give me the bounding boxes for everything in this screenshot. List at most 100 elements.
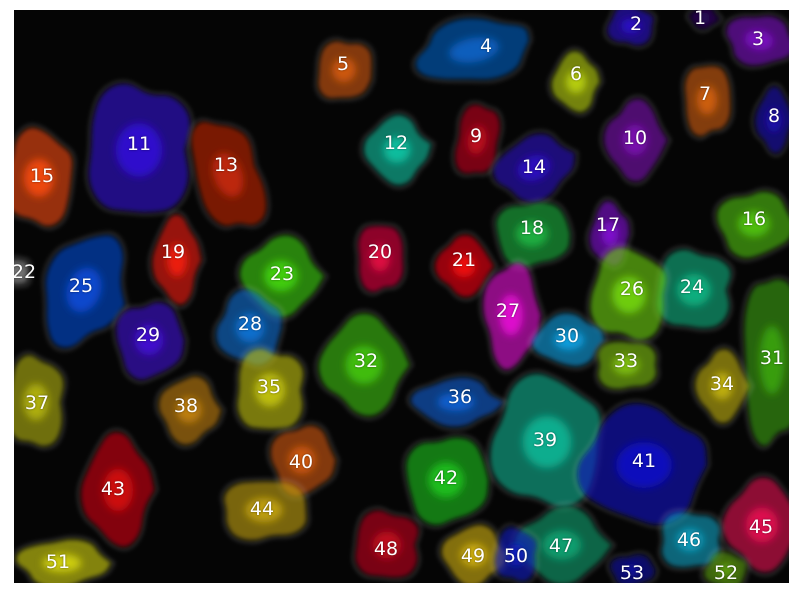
cell-nucleus: [166, 243, 188, 277]
cell-membrane-outline: [352, 507, 422, 581]
cell-membrane-outline: [220, 478, 310, 544]
cell-label-11: 11: [126, 133, 152, 155]
cell-31: [740, 276, 789, 450]
cell-22: [14, 255, 32, 288]
cell-nucleus: [696, 85, 718, 115]
cell-label-32: 32: [353, 350, 379, 372]
cell-nucleus: [759, 325, 785, 395]
cell-53: [607, 551, 659, 583]
cell-40: [267, 422, 340, 500]
cell-nucleus: [553, 330, 585, 350]
cell-membrane-outline: [491, 523, 540, 583]
cell-20: [355, 222, 407, 295]
cell-masks: [14, 10, 789, 583]
cell-label-5: 5: [336, 53, 350, 75]
cell-nucleus: [212, 153, 244, 197]
cell-5: [314, 37, 376, 102]
cell-41: [574, 400, 710, 528]
cell-3: [723, 12, 789, 69]
cell-membrane-outline: [407, 373, 508, 431]
cell-nucleus: [601, 221, 619, 247]
cell-nucleus: [383, 137, 411, 163]
cell-label-29: 29: [135, 324, 161, 346]
cell-label-20: 20: [367, 241, 393, 263]
cell-nucleus: [245, 497, 283, 523]
cell-membrane-outline: [314, 309, 414, 420]
cell-label-34: 34: [709, 373, 735, 395]
cell-label-35: 35: [256, 376, 282, 398]
cell-nucleus: [264, 260, 298, 292]
cell-membrane-outline: [751, 83, 789, 157]
cell-8: [751, 83, 789, 157]
cell-membrane-outline: [14, 255, 32, 288]
cell-label-43: 43: [100, 478, 126, 500]
cell-19: [148, 211, 206, 309]
cell-label-13: 13: [213, 154, 239, 176]
cell-label-46: 46: [676, 529, 702, 551]
cell-membrane-outline: [42, 232, 129, 352]
cell-membrane-outline: [492, 199, 574, 271]
cell-nucleus: [134, 324, 164, 356]
cell-membrane-outline: [314, 37, 376, 102]
cell-label-21: 21: [451, 249, 477, 271]
cell-membrane-outline: [14, 535, 116, 583]
cell-membrane-outline: [528, 309, 609, 370]
cell-label-51: 51: [45, 551, 71, 573]
cell-label-16: 16: [741, 208, 767, 230]
cell-membrane-outline: [547, 47, 604, 116]
cell-label-7: 7: [698, 83, 712, 105]
cell-label-23: 23: [269, 263, 295, 285]
cell-membrane-outline: [267, 422, 340, 500]
cell-membrane-outline: [479, 259, 545, 374]
cell-membrane-outline: [148, 211, 206, 309]
cell-membrane-outline: [14, 351, 67, 450]
cell-label-3: 3: [751, 28, 765, 50]
cell-label-18: 18: [519, 217, 545, 239]
cell-membrane-outline: [489, 130, 579, 206]
cell-label-26: 26: [619, 278, 645, 300]
cell-7: [681, 62, 734, 140]
cell-52: [700, 548, 750, 583]
cell-nucleus: [499, 294, 523, 336]
cell-32: [314, 309, 414, 420]
cell-51: [14, 535, 116, 583]
cell-27: [479, 259, 545, 374]
cell-nucleus: [622, 124, 648, 156]
cell-47: [510, 502, 616, 583]
cell-membrane-outline: [236, 231, 329, 321]
cell-nucleus: [428, 462, 464, 498]
cell-label-36: 36: [447, 386, 473, 408]
cell-membrane-outline: [77, 428, 158, 551]
cell-label-39: 39: [532, 429, 558, 451]
cell-nucleus: [372, 531, 402, 559]
cell-nucleus: [460, 543, 488, 567]
cell-membrane-outline: [691, 345, 754, 427]
cell-membrane-outline: [360, 111, 436, 189]
cell-nucleus: [542, 530, 582, 560]
cell-nucleus: [102, 468, 134, 512]
cell-label-4: 4: [479, 35, 493, 57]
cell-membrane-outline: [451, 101, 504, 177]
cell-label-45: 45: [748, 516, 774, 538]
cell-13: [188, 118, 270, 230]
cell-6: [547, 47, 604, 116]
cell-label-12: 12: [383, 132, 409, 154]
cell-label-50: 50: [503, 545, 529, 567]
cell-label-14: 14: [521, 156, 547, 178]
cell-9: [451, 101, 504, 177]
cell-nucleus: [517, 155, 551, 181]
cell-label-47: 47: [548, 535, 574, 557]
cell-nucleus: [506, 544, 526, 566]
cell-label-8: 8: [767, 105, 781, 127]
cell-nucleus: [176, 397, 202, 423]
cell-label-41: 41: [631, 450, 657, 472]
cell-membrane-outline: [85, 80, 194, 216]
cell-35: [234, 345, 307, 433]
cell-38: [155, 372, 226, 449]
cell-membrane-outline: [586, 243, 670, 344]
cell-membrane-outline: [188, 118, 270, 230]
cell-nucleus: [612, 276, 646, 314]
cell-membrane-outline: [723, 12, 789, 69]
cell-label-10: 10: [622, 127, 648, 149]
cell-label-17: 17: [595, 214, 621, 236]
